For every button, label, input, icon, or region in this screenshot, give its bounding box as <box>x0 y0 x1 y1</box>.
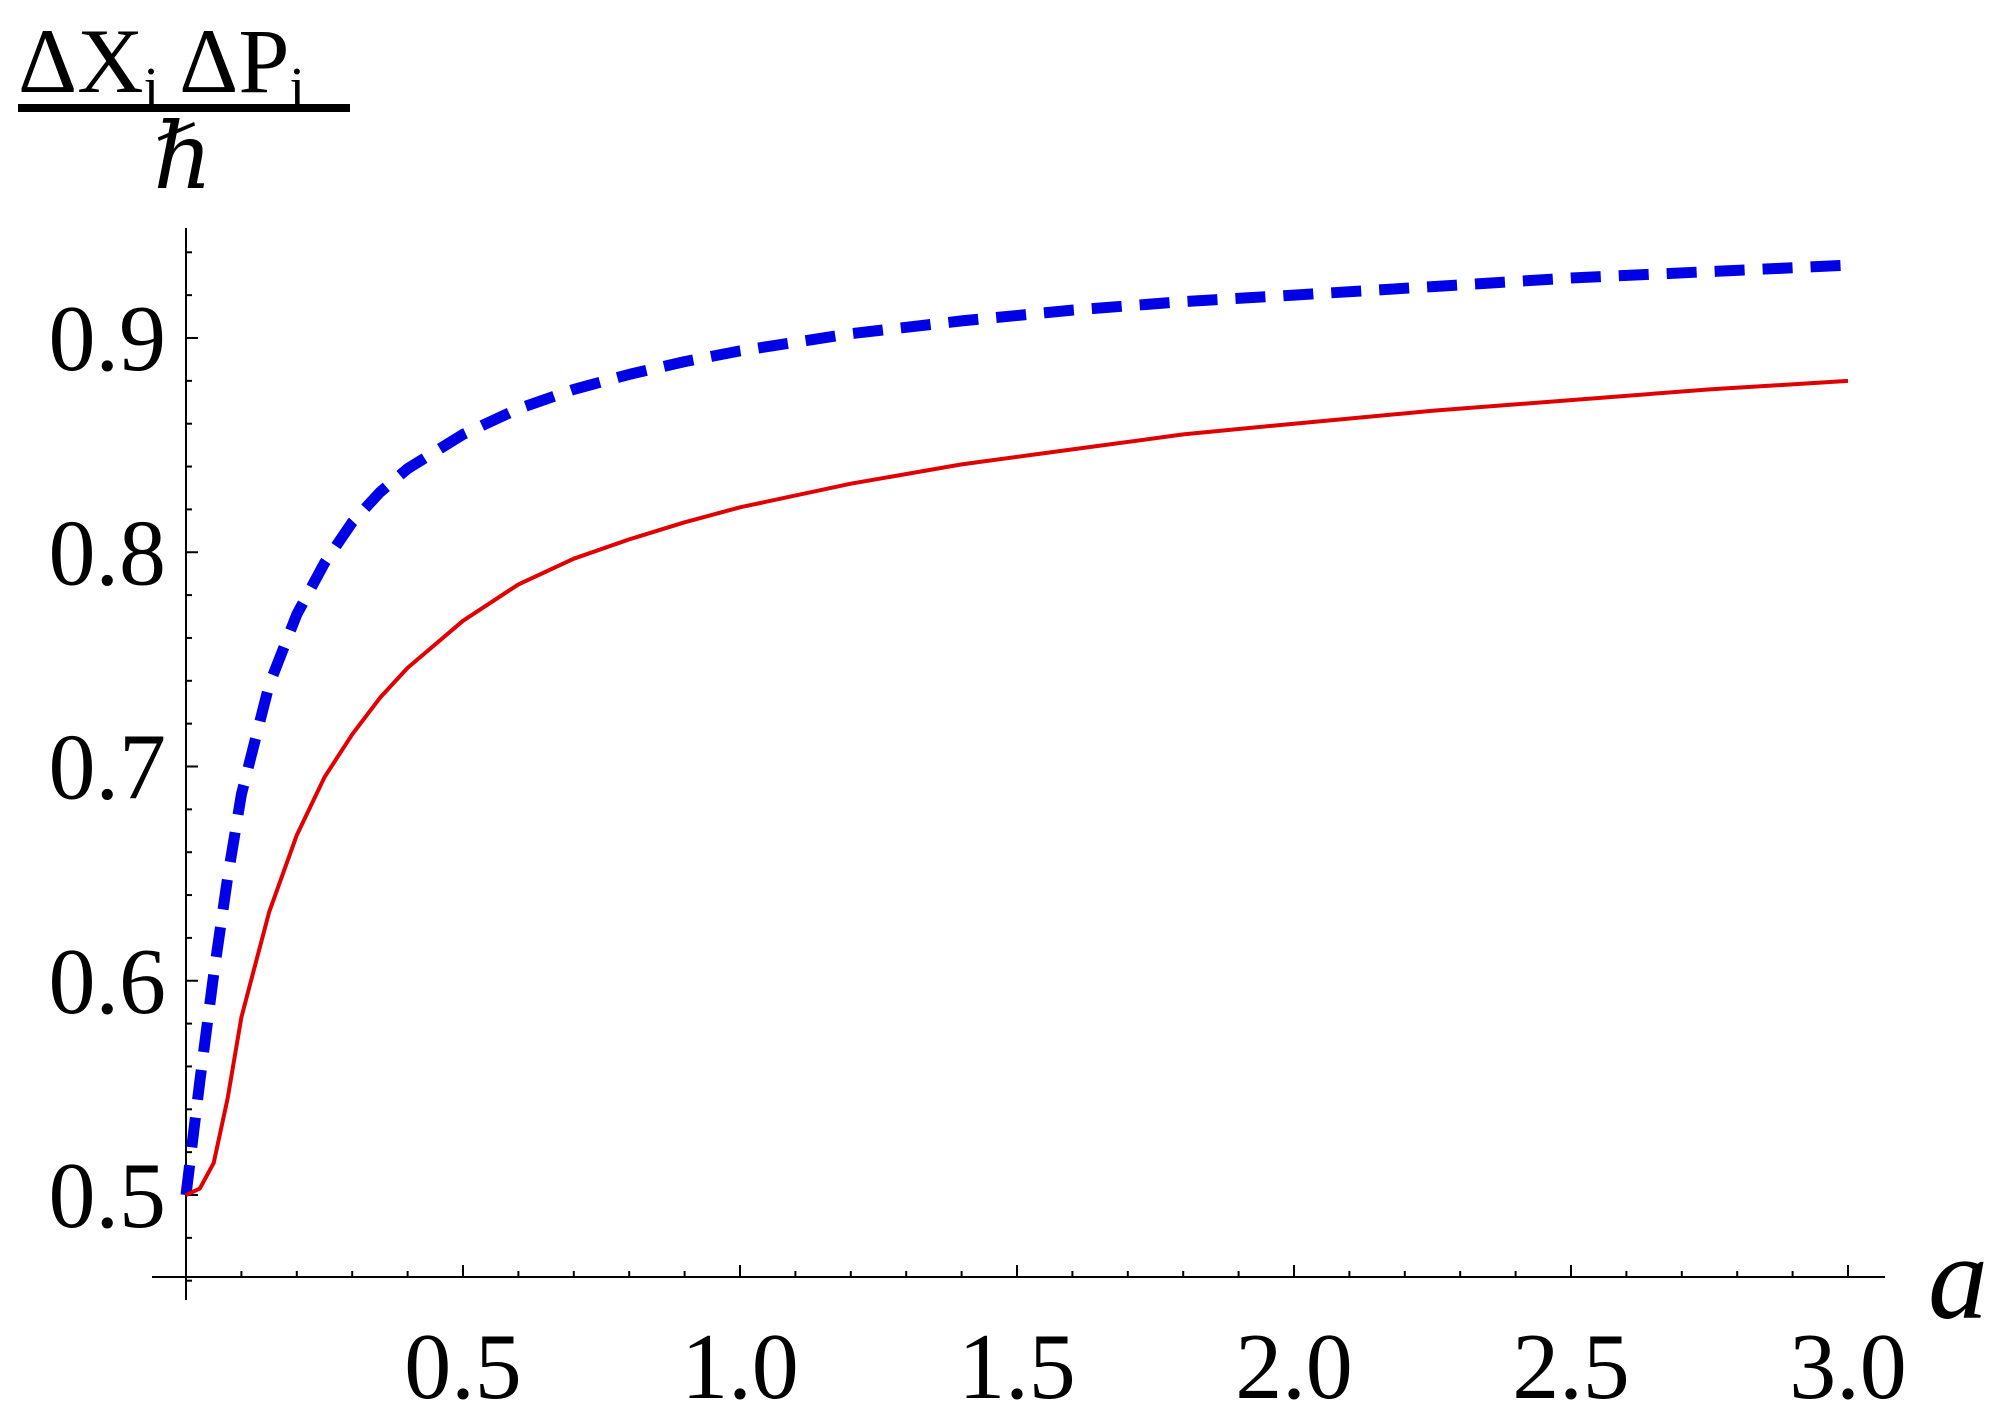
y-axis-label: ΔXi ΔPi ℏ <box>18 10 350 208</box>
series-line-dashed-blue <box>180 259 1849 1196</box>
series-lines <box>180 259 1849 1197</box>
tick-labels: 0.5 1.0 1.5 2.0 2.5 3.0 0.5 0.6 0.7 0.8 0.9 <box>49 287 1907 1419</box>
y-tick-label: 0.5 <box>49 1144 167 1248</box>
y-label-subscript-i: i <box>144 57 160 119</box>
y-tick-label: 0.8 <box>49 501 167 605</box>
x-axis-label: a <box>1928 1211 1988 1344</box>
x-tick-label: 1.0 <box>681 1315 799 1419</box>
y-label-delta-x: ΔX <box>18 10 144 112</box>
tick-marks <box>186 251 1849 1282</box>
y-label-delta-p: ΔP <box>179 10 289 112</box>
y-label-hbar: ℏ <box>153 106 212 208</box>
x-tick-label: 3.0 <box>1789 1315 1907 1419</box>
y-label-subscript-i-2: i <box>290 57 306 119</box>
axes <box>152 228 1885 1300</box>
x-tick-label: 2.0 <box>1235 1315 1353 1419</box>
x-tick-label: 1.5 <box>958 1315 1076 1419</box>
x-tick-label: 0.5 <box>404 1315 522 1419</box>
y-tick-label: 0.9 <box>49 287 167 391</box>
y-tick-label: 0.6 <box>49 930 167 1034</box>
series-line-solid-red <box>185 378 1849 1197</box>
x-tick-label: 2.5 <box>1512 1315 1630 1419</box>
y-tick-label: 0.7 <box>49 716 167 820</box>
